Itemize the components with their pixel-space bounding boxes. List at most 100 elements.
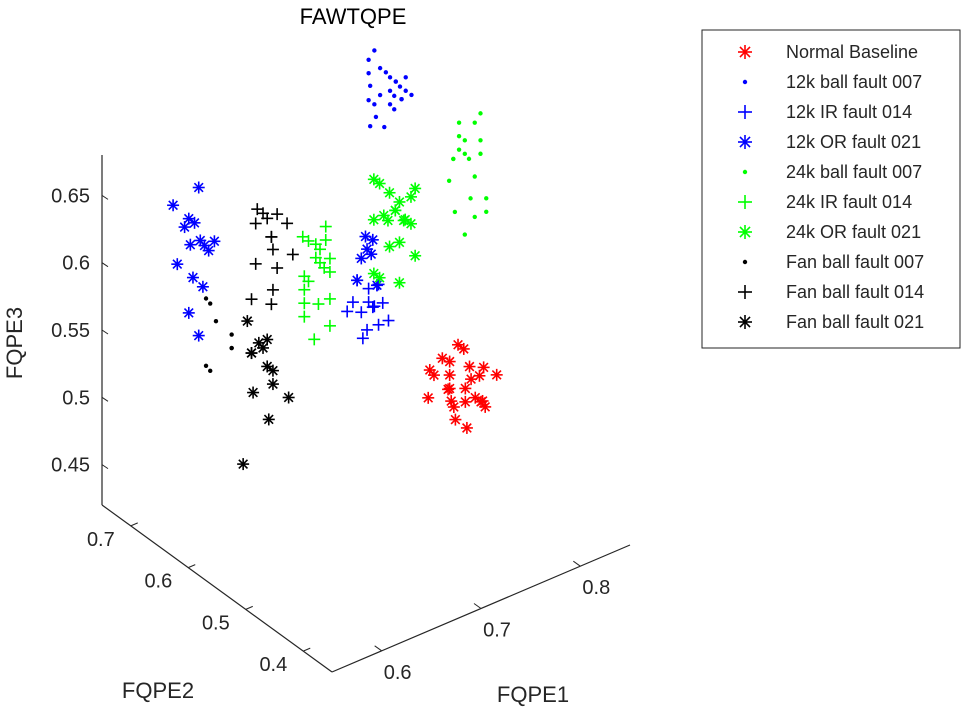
- data-point: [281, 217, 294, 230]
- axes-box: [101, 155, 631, 673]
- z-tick-label: 0.6: [62, 253, 90, 275]
- data-point: [484, 209, 489, 214]
- x-tick-label: 0.7: [483, 620, 511, 642]
- data-point: [372, 102, 377, 107]
- data-point: [298, 297, 311, 310]
- data-point: [178, 221, 191, 234]
- data-point: [286, 248, 299, 261]
- data-point: [346, 296, 359, 309]
- legend-label: 24k ball fault 007: [786, 162, 922, 182]
- y-tick-label: 0.7: [87, 529, 115, 551]
- data-point: [373, 114, 379, 120]
- y-tick-mark: [130, 522, 138, 527]
- data-point: [182, 306, 195, 319]
- z-tick-label: 0.5: [62, 387, 90, 409]
- legend-entry: 24k IR fault 014: [738, 192, 912, 212]
- data-point: [383, 70, 389, 75]
- data-point: [266, 378, 279, 391]
- data-point: [372, 318, 385, 331]
- data-point: [208, 301, 213, 306]
- y-axis-line: [101, 504, 333, 673]
- axis-ticks: 0.45 0.5 0.55 0.6 0.65 0.4 0.5 0.6 0.7 0.6 0.7 0.8: [51, 185, 610, 683]
- series-group: [245, 203, 299, 311]
- data-point: [356, 332, 369, 345]
- data-point: [387, 102, 393, 107]
- data-point: [266, 283, 279, 296]
- data-point: [296, 230, 309, 243]
- x-tick-mark: [473, 603, 482, 609]
- data-point: [462, 138, 468, 143]
- x-axis-title: FQPE1: [497, 682, 569, 707]
- series-group: [167, 181, 383, 342]
- data-point: [208, 368, 213, 374]
- series-group: [203, 296, 234, 374]
- data-point: [213, 318, 219, 324]
- legend-label: 24k OR fault 021: [786, 222, 921, 242]
- data-point: [319, 220, 332, 233]
- y-tick-mark: [245, 605, 253, 610]
- data-point: [442, 383, 455, 396]
- data-point: [167, 199, 180, 212]
- data-point: [366, 57, 371, 62]
- data-point: [192, 329, 205, 342]
- legend-entry: 12k ball fault 007: [742, 72, 922, 92]
- chart-title: FAWTQPE: [300, 4, 407, 29]
- data-point: [367, 124, 373, 129]
- legend-entry: 24k ball fault 007: [742, 162, 922, 182]
- data-point: [399, 96, 404, 102]
- series-group: [422, 338, 503, 434]
- series-group: [237, 315, 295, 471]
- legend-entry: Fan ball fault 014: [738, 282, 924, 302]
- data-point: [367, 267, 380, 280]
- data-point: [404, 217, 417, 230]
- data-point: [184, 238, 197, 251]
- data-point: [376, 296, 389, 309]
- z-tick-label: 0.55: [51, 320, 90, 342]
- data-point: [203, 296, 209, 301]
- data-point: [372, 48, 377, 53]
- data-point: [463, 360, 476, 373]
- data-point: [387, 75, 393, 80]
- data-point: [229, 332, 234, 337]
- data-point: [484, 196, 489, 201]
- data-point: [367, 83, 373, 89]
- data-point: [359, 230, 372, 243]
- z-axis-title: FQPE3: [2, 307, 27, 379]
- data-point: [188, 216, 201, 229]
- data-point: [361, 323, 374, 336]
- legend-entry: 12k OR fault 021: [738, 132, 921, 152]
- data-point: [452, 338, 465, 351]
- data-point: [298, 310, 311, 323]
- data-point: [393, 195, 406, 208]
- data-point: [241, 315, 254, 328]
- data-point: [355, 252, 368, 265]
- data-point: [192, 181, 205, 194]
- data-point: [446, 178, 452, 183]
- z-tick-mark: [101, 464, 109, 470]
- data-point: [366, 71, 371, 76]
- data-point: [392, 107, 397, 112]
- legend-entry: 12k IR fault 014: [738, 102, 912, 122]
- data-point: [382, 314, 395, 327]
- z-tick-label: 0.45: [51, 455, 90, 477]
- data-point: [387, 88, 393, 94]
- data-point: [468, 196, 473, 201]
- data-point: [409, 92, 414, 98]
- data-point: [261, 333, 274, 346]
- data-point: [312, 298, 325, 311]
- data-point: [202, 244, 215, 257]
- data-point: [447, 401, 460, 414]
- data-point: [271, 261, 284, 274]
- data-point: [368, 300, 381, 313]
- data-point: [423, 364, 436, 377]
- z-tick-mark: [101, 329, 109, 335]
- data-point: [323, 292, 336, 305]
- data-point: [366, 301, 379, 314]
- data-point: [393, 79, 398, 84]
- data-point: [456, 147, 462, 152]
- x-axis-line: [331, 544, 631, 673]
- data-point: [265, 230, 278, 243]
- x-tick-label: 0.6: [384, 662, 412, 684]
- data-point: [478, 138, 483, 143]
- data-point: [366, 97, 371, 103]
